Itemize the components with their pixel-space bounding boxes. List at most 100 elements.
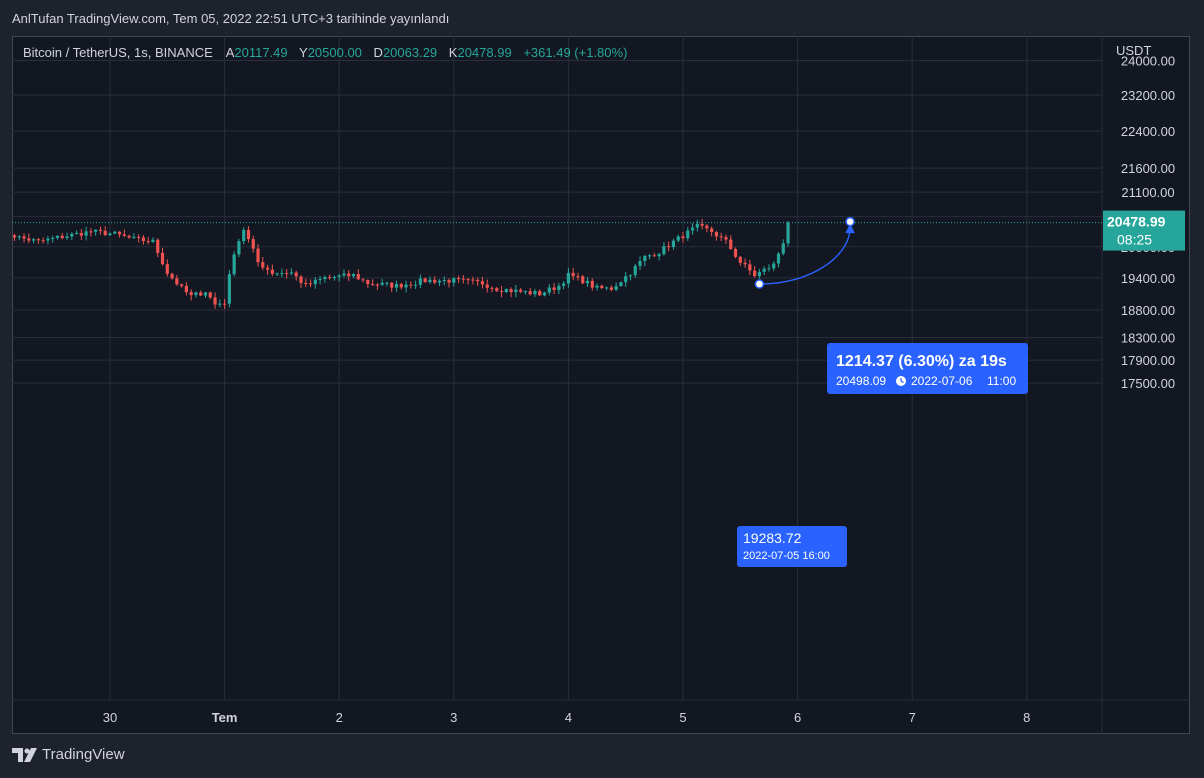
candle-body <box>275 273 279 275</box>
currency-label[interactable]: USDT <box>1116 43 1152 58</box>
price-tick-label: 21600.00 <box>1121 161 1175 176</box>
candle-body <box>65 236 69 239</box>
candle-body <box>227 274 231 304</box>
candle-body <box>681 236 685 239</box>
candle-body <box>414 284 418 286</box>
symbol-title[interactable]: Bitcoin / TetherUS, 1s, BINANCE <box>23 45 213 60</box>
candle-body <box>361 279 365 281</box>
candle-body <box>753 270 757 277</box>
candle-body <box>318 279 322 281</box>
candle-body <box>141 237 146 242</box>
candle-body <box>605 287 609 289</box>
candle-body <box>70 233 74 237</box>
candle-body <box>84 231 88 236</box>
candle-body <box>103 230 107 236</box>
time-tick-label: 3 <box>450 710 457 725</box>
measure-end-handle[interactable] <box>845 216 855 227</box>
candle-body <box>719 236 723 238</box>
time-tick-label: 5 <box>679 710 686 725</box>
candle-body <box>638 261 642 266</box>
time-tick-label: Tem <box>212 710 238 725</box>
candles <box>12 218 790 309</box>
candle-body <box>280 273 284 275</box>
candle-body <box>418 278 422 285</box>
open-label: A <box>225 45 235 60</box>
candle-body <box>633 265 637 276</box>
candle-body <box>499 290 504 293</box>
candle-body <box>32 239 36 241</box>
candle-body <box>113 231 117 234</box>
candle-body <box>256 248 260 263</box>
close-value: 20478.99 <box>457 45 512 60</box>
candle-body <box>748 264 752 271</box>
candle-body <box>170 273 174 279</box>
candle-body <box>647 255 652 257</box>
measure-start-handle[interactable] <box>754 279 765 289</box>
candle-body <box>714 232 719 237</box>
candle-body <box>456 278 461 280</box>
price-chart[interactable]: 17500.00 17900.00 18300.00 18800.00 19400.00… <box>12 36 1190 734</box>
candle-body <box>261 262 265 268</box>
candle-body <box>146 241 150 243</box>
candle-body <box>576 276 580 278</box>
candle-body <box>22 236 26 239</box>
candle-body <box>566 272 570 284</box>
candle-body <box>122 234 126 236</box>
candle-body <box>332 276 337 278</box>
time-axis[interactable]: 30 Tem 2 3 4 5 6 7 8 <box>103 710 1031 725</box>
last-price-label: 20478.99 <box>1107 214 1166 230</box>
candle-body <box>643 255 647 262</box>
candle-body <box>495 288 499 291</box>
candle-body <box>60 235 64 239</box>
time-tick-label: 7 <box>909 710 916 725</box>
tradingview-logo[interactable]: TradingView <box>12 746 125 763</box>
candle-body <box>213 297 217 305</box>
low-value: 20063.29 <box>382 45 438 60</box>
open-value: 20117.49 <box>234 45 288 60</box>
candle-body <box>542 292 547 296</box>
candle-body <box>490 287 494 289</box>
candle-body <box>581 276 585 284</box>
candle-body <box>194 292 198 296</box>
time-tick-label: 4 <box>565 710 572 725</box>
countdown-label: 08:25 <box>1117 232 1152 248</box>
candle-body <box>509 289 513 293</box>
candle-body <box>98 229 103 231</box>
candle-body <box>270 269 274 274</box>
candle-body <box>137 236 141 238</box>
candle-body <box>180 284 184 286</box>
tradingview-wordmark: TradingView <box>42 746 125 763</box>
candle-body <box>538 291 542 296</box>
candle-body <box>480 281 485 285</box>
candle-body <box>218 303 222 305</box>
candle-body <box>552 287 556 291</box>
candle-body <box>380 282 384 285</box>
candle-body <box>476 279 480 282</box>
measure-start-label: 19283.72 2022-07-05 16:00 <box>737 526 847 567</box>
measure-start-price: 19283.72 <box>743 530 802 546</box>
candle-body <box>504 289 508 293</box>
candle-body <box>519 289 523 292</box>
price-tick-label: 19400.00 <box>1121 271 1175 286</box>
candle-body <box>614 286 618 290</box>
tradingview-icon <box>12 747 37 762</box>
candle-body <box>299 276 303 283</box>
candle-body <box>89 231 93 233</box>
candle-body <box>265 267 270 270</box>
candle-body <box>762 268 766 272</box>
candle-body <box>351 274 356 277</box>
candle-body <box>437 280 442 283</box>
candle-body <box>223 303 227 305</box>
measure-tool[interactable]: 1214.37 (6.30%) za 19s 20498.09 2022-07-… <box>737 216 1028 567</box>
candle-body <box>404 284 408 288</box>
candle-body <box>423 278 427 283</box>
candle-body <box>356 274 360 280</box>
time-tick-label: 8 <box>1023 710 1030 725</box>
high-value: 20500.00 <box>307 45 362 60</box>
candle-body <box>652 255 656 257</box>
change-value: +361.49 (+1.80%) <box>523 45 628 60</box>
candle-body <box>375 284 379 286</box>
candle-body <box>242 229 246 242</box>
candle-body <box>184 285 188 293</box>
candle-body <box>347 273 351 277</box>
